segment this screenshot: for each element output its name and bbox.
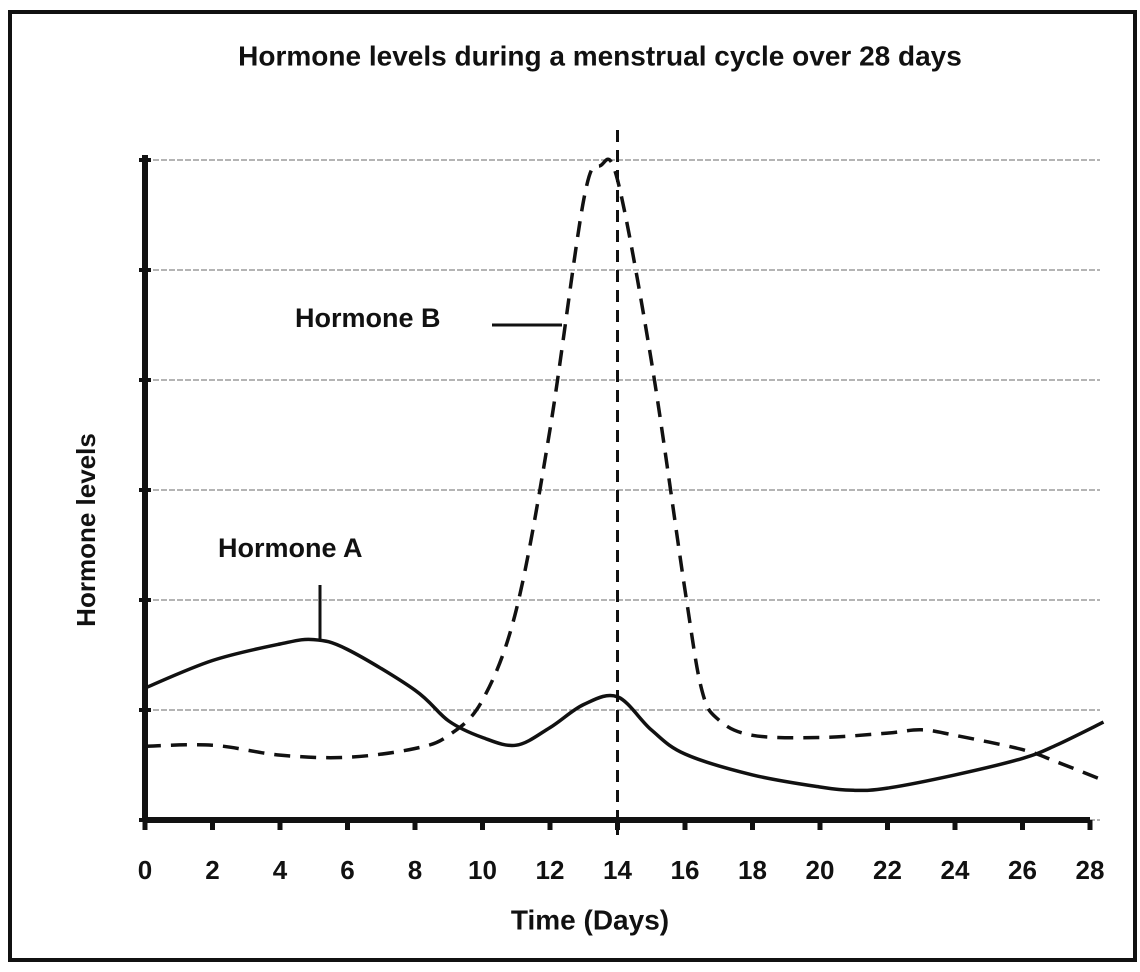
x-tick-label: 16 [671, 855, 700, 885]
series-line [144, 157, 1105, 783]
x-tick-label: 6 [340, 855, 354, 885]
x-axis-label: Time (Days) [511, 904, 669, 935]
x-tick-label: 28 [1076, 855, 1105, 885]
x-tick-label: 12 [536, 855, 565, 885]
x-tick-label: 20 [806, 855, 835, 885]
x-tick-label: 8 [408, 855, 422, 885]
x-tick-label: 2 [205, 855, 219, 885]
series-label: Hormone A [218, 533, 363, 563]
x-tick-label: 10 [468, 855, 497, 885]
x-tick-label: 26 [1008, 855, 1037, 885]
chart-title: Hormone levels during a menstrual cycle … [238, 40, 962, 71]
x-tick-label: 18 [738, 855, 767, 885]
series-line [144, 637, 1105, 793]
x-tick-label: 4 [273, 855, 288, 885]
x-tick-label: 14 [603, 855, 632, 885]
x-tick-label: 0 [138, 855, 152, 885]
x-tick-label: 22 [873, 855, 902, 885]
y-axis-label: Hormone levels [71, 433, 101, 627]
frame [8, 10, 1137, 962]
series-label: Hormone B [295, 303, 441, 333]
x-tick-label: 24 [941, 855, 970, 885]
